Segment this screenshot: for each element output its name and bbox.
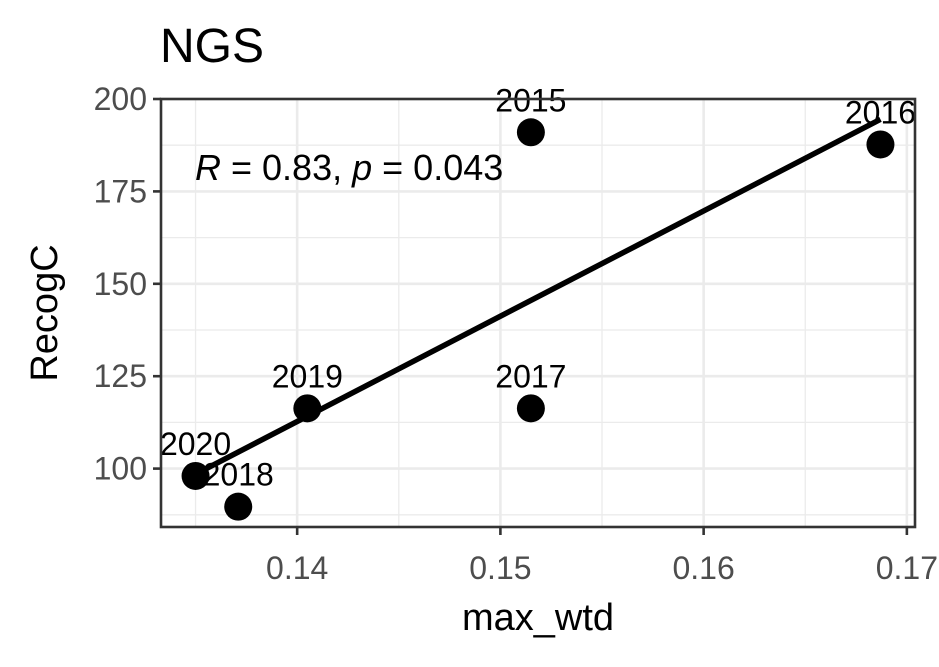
x-tick-label: 0.16 [672, 550, 734, 586]
r-value: = 0.83, [221, 147, 352, 188]
y-tick-label: 125 [94, 358, 147, 394]
y-axis-title: RecogC [24, 244, 66, 381]
data-point-label: 2017 [495, 358, 566, 394]
x-tick-label: 0.17 [876, 550, 938, 586]
data-point [516, 118, 545, 147]
data-point [224, 492, 253, 521]
data-point-label: 2019 [272, 358, 343, 394]
data-point [181, 461, 210, 490]
x-axis-title: max_wtd [462, 597, 614, 639]
y-tick-label: 100 [94, 451, 147, 487]
data-point [293, 394, 322, 423]
x-tick-label: 0.15 [469, 550, 531, 586]
axes: 0.14 0.15 0.16 0.17 100 125 150 175 200 [94, 81, 938, 586]
p-symbol: p [351, 147, 372, 188]
y-tick-label: 175 [94, 173, 147, 209]
points-layer [181, 118, 895, 521]
chart-title: NGS [160, 20, 264, 73]
data-point [866, 130, 895, 159]
panel-border [159, 97, 917, 529]
r-symbol: R [195, 147, 221, 188]
y-tick-label: 150 [94, 266, 147, 302]
data-point-label: 2016 [845, 94, 916, 130]
data-point-label: 2020 [160, 426, 231, 462]
correlation-annotation: R = 0.83, p = 0.043 [195, 147, 503, 188]
p-value: = 0.043 [372, 147, 503, 188]
data-point [516, 394, 545, 423]
y-tick-label: 200 [94, 81, 147, 117]
data-point-label: 2018 [203, 457, 274, 493]
x-tick-label: 0.14 [266, 550, 328, 586]
